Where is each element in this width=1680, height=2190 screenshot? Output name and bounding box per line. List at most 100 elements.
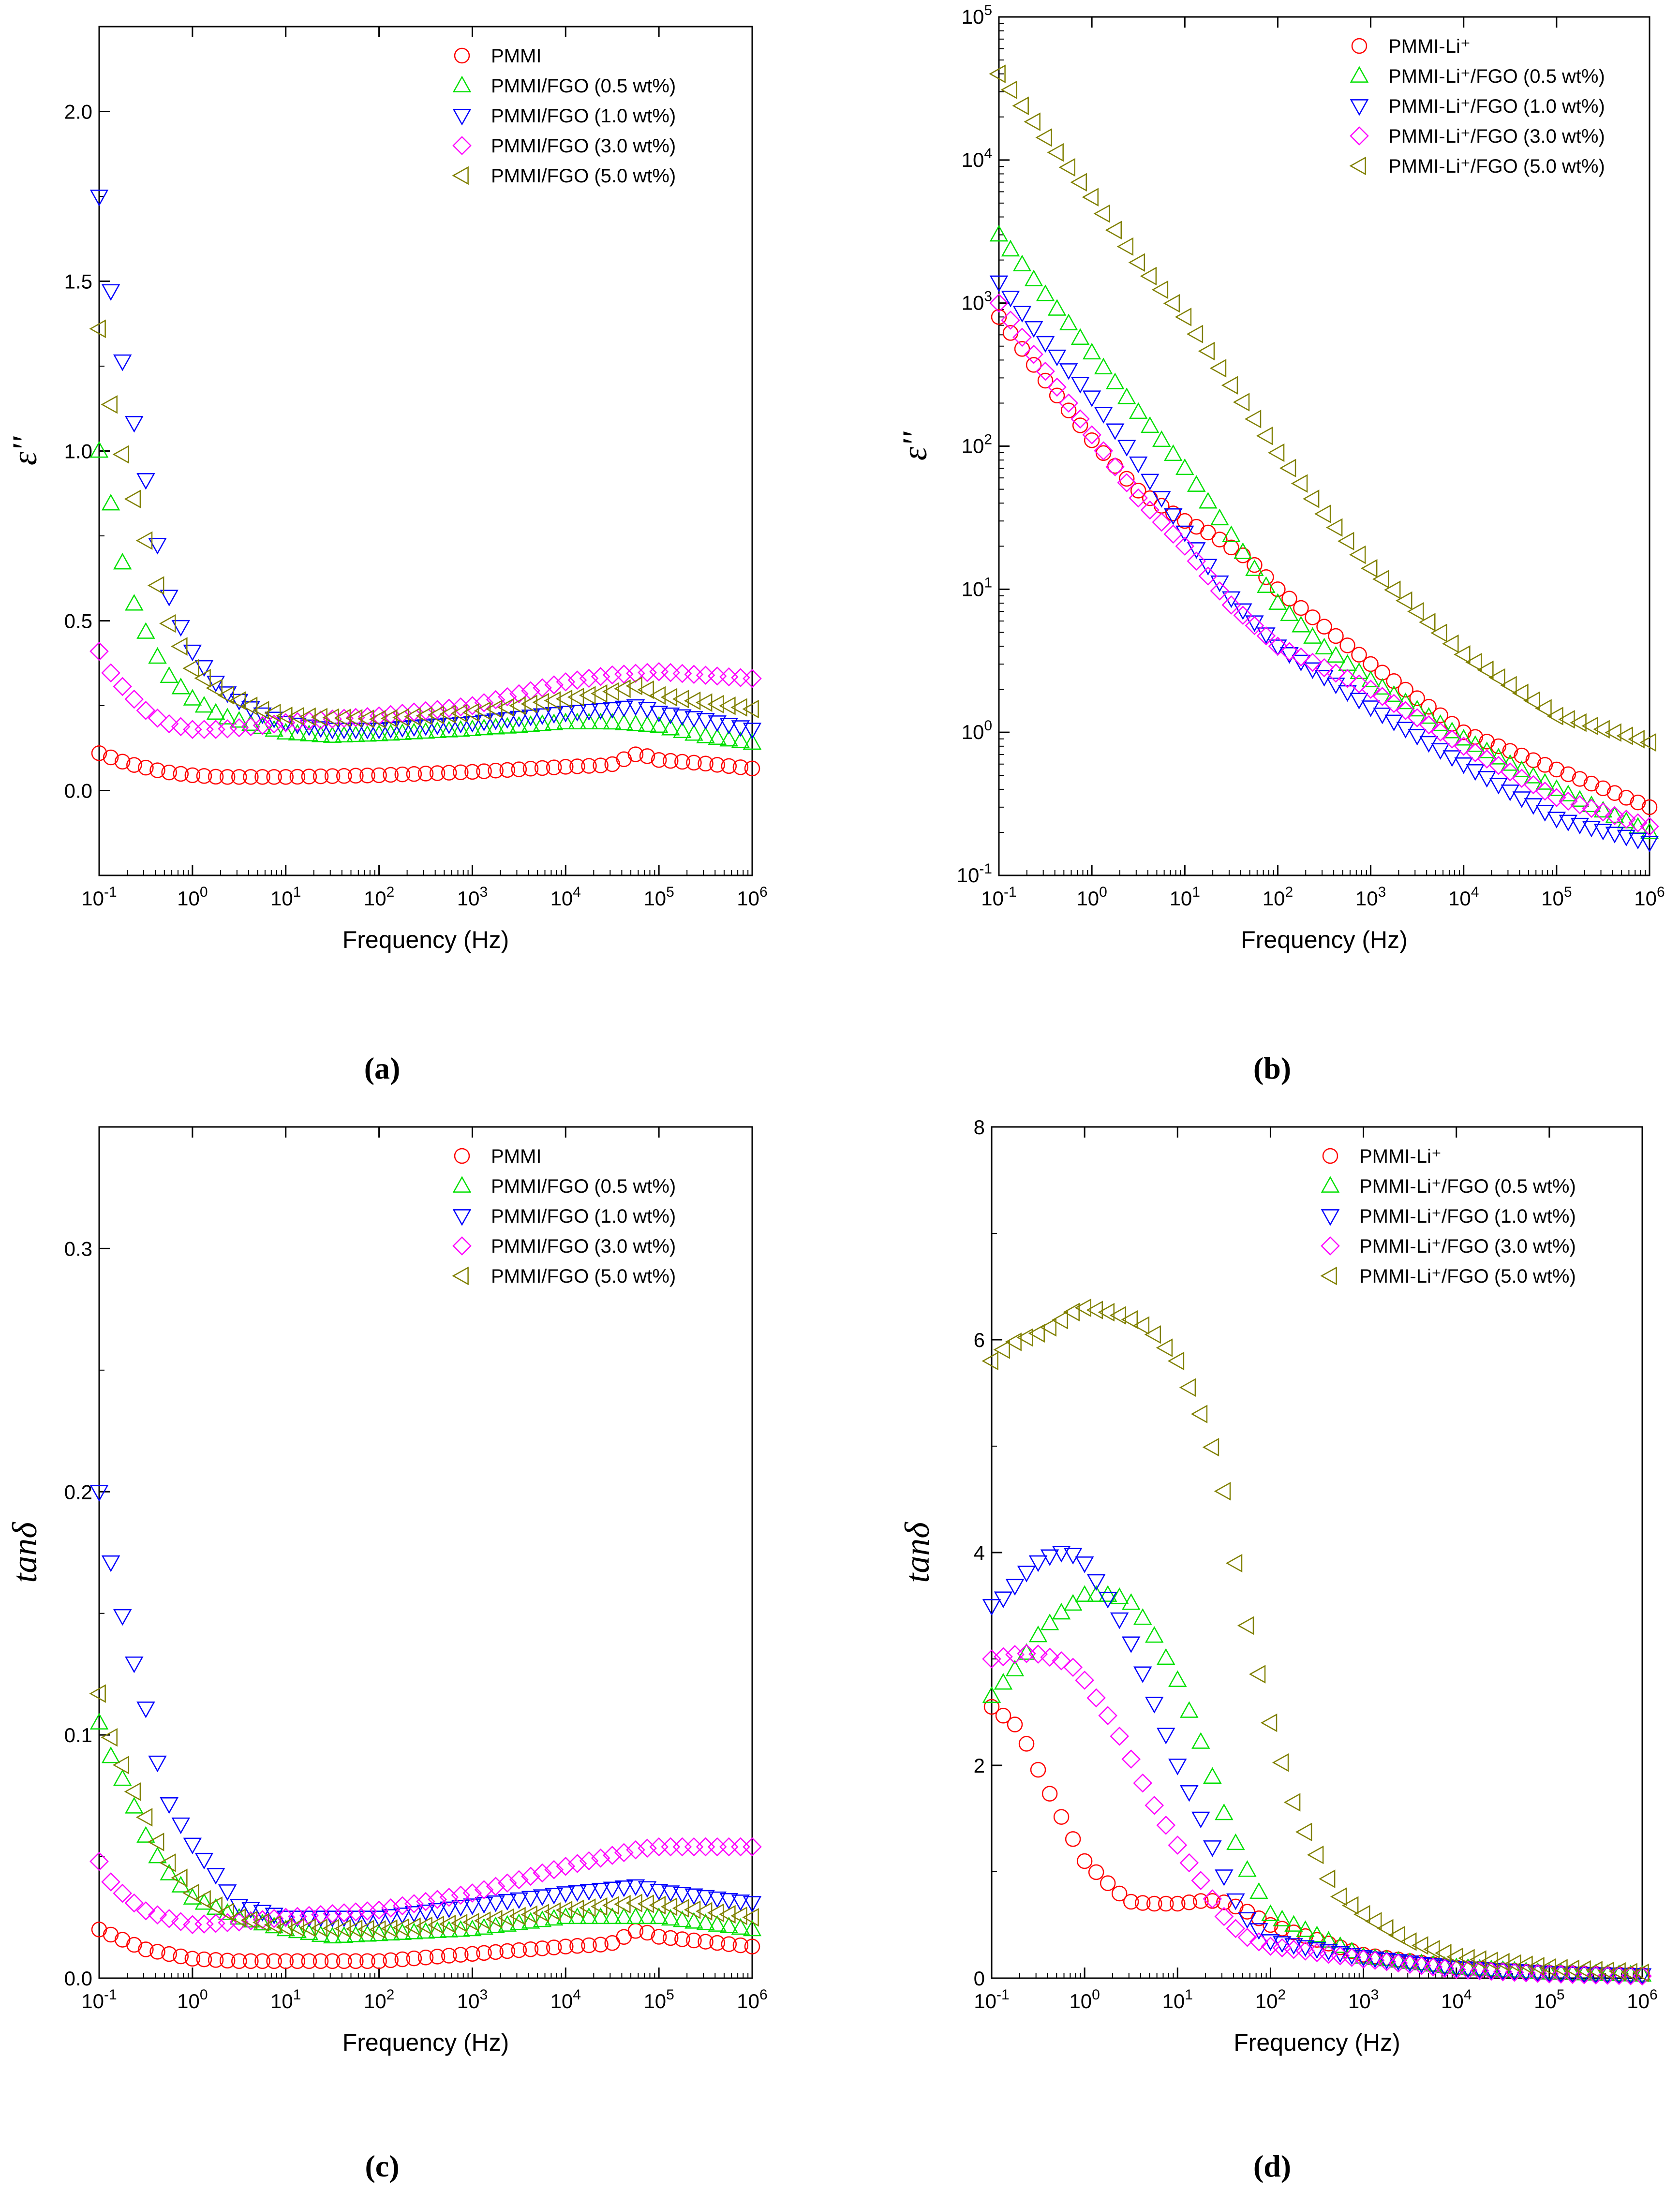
data-point-triangle-down: [89, 1485, 109, 1502]
data-point-triangle-up: [1145, 1626, 1164, 1643]
data-point-triangle-down: [638, 1881, 657, 1898]
data-point-triangle-left: [439, 1914, 456, 1934]
data-point-diamond: [323, 1904, 342, 1924]
data-point-triangle-down: [89, 190, 109, 207]
data-point-triangle-down: [556, 1886, 575, 1903]
data-point-circle: [651, 1929, 667, 1945]
data-point-triangle-up: [1098, 1585, 1117, 1602]
data-point-diamond: [1400, 1954, 1420, 1974]
data-point-diamond: [206, 1913, 225, 1933]
data-point-diamond: [533, 678, 552, 697]
data-point-triangle-down: [568, 1885, 587, 1902]
data-point-diamond: [672, 1837, 692, 1857]
data-point-diamond: [451, 1885, 471, 1905]
x-tick-label: 103: [1355, 884, 1386, 910]
data-point-circle: [243, 1953, 259, 1969]
data-point-circle: [476, 1945, 492, 1961]
data-point-triangle-left: [1132, 1316, 1150, 1335]
data-point-triangle-down: [994, 1591, 1013, 1608]
data-point-triangle-left: [147, 1833, 164, 1851]
x-tick-label: 101: [1162, 1987, 1193, 2012]
data-point-triangle-down: [148, 1755, 167, 1773]
data-point-diamond: [672, 664, 692, 683]
data-point-triangle-down: [626, 1879, 645, 1896]
data-point-triangle-left: [206, 1896, 223, 1915]
data-point-diamond: [462, 696, 482, 715]
data-point-triangle-left: [252, 701, 269, 720]
data-point-circle: [569, 1938, 585, 1954]
x-tick-exponent: -1: [104, 884, 117, 900]
data-point-triangle-up: [696, 726, 715, 743]
data-point-diamond: [1075, 1671, 1094, 1690]
data-point-circle: [581, 758, 597, 774]
x-tick-label: 10-1: [81, 1987, 117, 2012]
data-point-triangle-up: [183, 1888, 202, 1905]
data-point-triangle-left: [1109, 1306, 1127, 1325]
data-point-triangle-down: [113, 1609, 132, 1626]
series-1: [89, 441, 762, 750]
data-point-triangle-up: [684, 724, 703, 741]
x-tick-exponent: 0: [200, 884, 208, 900]
data-point-triangle-left: [159, 614, 176, 633]
data-point-circle: [126, 757, 142, 773]
data-point-circle: [208, 769, 224, 785]
data-point-triangle-up: [486, 1916, 505, 1933]
data-point-triangle-up: [591, 712, 610, 729]
data-point-diamond: [1179, 1853, 1199, 1873]
data-point-triangle-up: [148, 1846, 167, 1864]
data-point-diamond: [1237, 1927, 1257, 1947]
data-point-triangle-up: [1028, 1625, 1048, 1642]
data-point-triangle-down: [113, 354, 132, 371]
data-point-diamond: [1465, 743, 1485, 762]
data-point-diamond: [218, 719, 237, 739]
x-tick-exponent: 3: [1378, 884, 1386, 900]
data-point-diamond: [707, 1837, 727, 1857]
data-point-triangle-left: [147, 576, 164, 595]
series-2: [89, 190, 762, 740]
data-point-triangle-left: [345, 1919, 363, 1938]
y-tick-label: 0.3: [64, 1237, 92, 1260]
data-point-triangle-up: [463, 1919, 482, 1937]
x-tick-exponent: 4: [1464, 1987, 1472, 2003]
data-point-triangle-up: [1052, 1602, 1071, 1620]
data-point-diamond: [486, 690, 505, 710]
x-tick-exponent: 5: [1557, 1987, 1565, 2003]
data-point-circle: [1270, 581, 1286, 597]
data-point-circle: [1251, 1910, 1267, 1926]
data-point-triangle-down: [451, 717, 470, 734]
data-point-triangle-left: [1098, 1302, 1115, 1322]
data-point-diamond: [1338, 669, 1357, 688]
data-point-triangle-down: [509, 710, 529, 728]
data-point-triangle-up: [1373, 678, 1392, 695]
data-point-triangle-up: [533, 1910, 552, 1927]
data-point-triangle-left: [392, 708, 409, 727]
data-point-diamond: [393, 1896, 412, 1916]
data-point-triangle-left: [381, 709, 398, 728]
data-point-circle: [1263, 1917, 1279, 1933]
data-point-triangle-down: [1210, 575, 1229, 592]
data-point-circle: [1618, 790, 1635, 806]
data-point-circle: [196, 1951, 212, 1968]
data-point-triangle-up: [1396, 692, 1415, 710]
data-point-triangle-up: [160, 1864, 178, 1880]
data-point-triangle-down: [1082, 390, 1101, 407]
data-point-triangle-up: [731, 731, 750, 748]
y-tick-label: 105: [962, 2, 992, 28]
data-point-triangle-left: [1639, 733, 1656, 752]
data-point-triangle-left: [1279, 459, 1296, 478]
data-point-triangle-left: [171, 637, 188, 656]
data-point-diamond: [148, 708, 167, 728]
data-point-triangle-up: [580, 712, 598, 729]
data-point-diamond: [101, 1872, 120, 1892]
data-point-diamond: [439, 698, 459, 718]
data-point-circle: [995, 1708, 1011, 1724]
data-point-triangle-left: [1163, 294, 1180, 313]
data-point-triangle-down: [299, 719, 319, 737]
data-point-diamond: [1121, 1749, 1141, 1769]
data-point-diamond: [1198, 566, 1218, 586]
data-point-triangle-up: [1157, 1648, 1175, 1665]
data-point-triangle-up: [719, 729, 739, 747]
x-tick-label: 101: [1170, 884, 1200, 910]
data-point-circle: [1111, 1885, 1128, 1902]
y-tick-label: 100: [962, 718, 992, 743]
